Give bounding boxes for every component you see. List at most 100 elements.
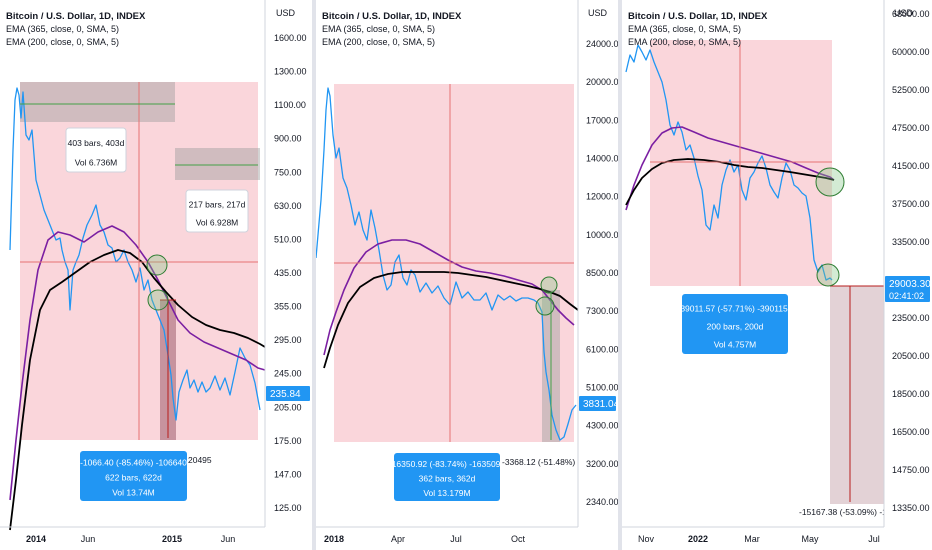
last-price-tag-box: [579, 396, 616, 411]
measure-label-text: Vol 6.928M: [196, 218, 239, 228]
measure-label-text: Vol 4.757M: [714, 340, 757, 350]
y-tick-label: 295.00: [274, 335, 302, 345]
y-tick-label: 5100.00: [586, 383, 618, 393]
y-tick-label: 355.00: [274, 302, 302, 312]
y-tick-label: 147.00: [274, 469, 302, 479]
y-tick-label: 2340.00: [586, 497, 618, 507]
ema-365-line: [9, 225, 266, 501]
y-tick-label: 24000.00: [586, 39, 618, 49]
ema-365-line: [323, 239, 575, 356]
measure-label-text: -39011.57 (-57.71%) -3901157: [678, 303, 793, 313]
legend-ema-365: EMA (365, close, 0, SMA, 5): [322, 24, 435, 34]
y-tick-label: 52500.00: [892, 85, 930, 95]
measure-label-box: [185, 189, 249, 233]
measure-side-text: -3368.12 (-51.48%) -: [502, 457, 581, 467]
price-axis-background: [884, 0, 932, 550]
chart-panel-2022[interactable]: -39011.57 (-57.71%) -3901157 200 bars, 20…: [622, 0, 932, 550]
y-tick-label: 125.00: [274, 503, 302, 513]
highlight-zone: [650, 40, 832, 286]
x-tick-label: May: [801, 534, 819, 544]
x-tick-label: Nov: [638, 534, 655, 544]
x-tick-label: 2015: [162, 534, 182, 544]
y-tick-label: 10000.00: [586, 230, 618, 240]
chart-title: Bitcoin / U.S. Dollar, 1D, INDEX: [6, 11, 146, 22]
last-price-value: 235.84: [270, 389, 301, 400]
y-tick-label: 37500.00: [892, 199, 930, 209]
currency-label: USD: [894, 8, 914, 18]
panel-divider[interactable]: [312, 0, 316, 550]
cross-marker-circle: [535, 296, 555, 316]
measure-label-box: [80, 451, 187, 501]
legend-ema-365: EMA (365, close, 0, SMA, 5): [6, 24, 119, 34]
chart-title: Bitcoin / U.S. Dollar, 1D, INDEX: [628, 11, 768, 22]
cross-marker-circle: [146, 254, 168, 276]
last-price-value: 29003.30: [889, 279, 931, 290]
y-tick-label: 68000.00: [892, 9, 930, 19]
y-tick-label: 750.00: [274, 167, 302, 177]
y-tick-label: 14750.00: [892, 465, 930, 475]
legend-ema-200: EMA (200, close, 0, SMA, 5): [6, 37, 119, 47]
ema-365-line: [625, 126, 835, 211]
y-tick-label: 41500.00: [892, 161, 930, 171]
price-line: [316, 87, 577, 441]
y-tick-label: 13350.00: [892, 503, 930, 513]
measure-label: -1066.40 (-85.46%) -106640 622 bars, 622d…: [80, 451, 187, 501]
y-tick-label: 510.00: [274, 234, 302, 244]
x-tick-label: Jun: [221, 534, 236, 544]
x-tick-label: Jul: [868, 534, 880, 544]
measure-label: 217 bars, 217d Vol 6.928M: [185, 189, 249, 233]
measure-label-text: 622 bars, 622d: [105, 473, 162, 483]
y-tick-label: 12000.00: [586, 192, 618, 202]
measure-label-text: 217 bars, 217d: [189, 199, 246, 209]
cross-marker-circle: [147, 289, 169, 311]
measure-side-text: 20495: [188, 455, 212, 465]
panel-divider[interactable]: [618, 0, 622, 550]
x-tick-label: 2018: [324, 534, 344, 544]
bar-countdown: 02:41:02: [889, 291, 924, 301]
measure-label-text: Vol 13.74M: [112, 488, 155, 498]
y-tick-label: 205.00: [274, 402, 302, 412]
last-price-value: 3831.04: [583, 399, 618, 410]
currency-label: USD: [276, 8, 296, 18]
y-tick-label: 245.00: [274, 369, 302, 379]
measure-label: 403 bars, 403d Vol 6.736M: [65, 127, 127, 173]
measure-label-text: 362 bars, 362d: [419, 473, 476, 483]
y-tick-label: 435.00: [274, 268, 302, 278]
y-tick-label: 1300.00: [274, 67, 307, 77]
y-tick-label: 630.00: [274, 201, 302, 211]
measure-label-box: [682, 294, 788, 354]
price-line: [9, 87, 261, 421]
chart-panel-2014[interactable]: 403 bars, 403d Vol 6.736M 217 bars, 217d Vo…: [0, 0, 312, 550]
x-tick-label: 2014: [26, 534, 46, 544]
y-tick-label: 900.00: [274, 134, 302, 144]
y-tick-label: 175.00: [274, 436, 302, 446]
y-tick-label: 14000.00: [586, 154, 618, 164]
measure-label-text: Vol 6.736M: [75, 157, 118, 167]
y-tick-label: 6100.00: [586, 344, 618, 354]
x-tick-label: Oct: [511, 534, 526, 544]
measure-label: -16350.92 (-83.74%) -1635092 362 bars, 36…: [389, 453, 505, 501]
measure-label-text: Vol 13.179M: [423, 488, 470, 498]
price-line: [625, 44, 833, 281]
ema-200-line: [323, 271, 579, 369]
chart-panel-2018[interactable]: -16350.92 (-83.74%) -1635092 362 bars, 36…: [316, 0, 618, 550]
cross-marker-circle: [815, 167, 845, 197]
x-tick-label: Mar: [744, 534, 760, 544]
cross-marker-circle: [540, 276, 558, 294]
price-axis-background: [265, 0, 312, 550]
x-tick-label: 2022: [688, 534, 708, 544]
legend-ema-200: EMA (200, close, 0, SMA, 5): [628, 37, 741, 47]
measure-label-text: 403 bars, 403d: [68, 138, 125, 148]
y-tick-label: 7300.00: [586, 306, 618, 316]
x-tick-label: Jun: [81, 534, 96, 544]
ema-200-line: [625, 158, 835, 206]
x-tick-label: Jul: [450, 534, 462, 544]
cross-marker-circle: [816, 263, 840, 287]
last-price-tag: 3831.04: [579, 396, 618, 411]
legend-ema-200: EMA (200, close, 0, SMA, 5): [322, 37, 435, 47]
measure-side-text: -15167.38 (-53.09%) -15: [799, 507, 892, 517]
y-tick-label: 1600.00: [274, 33, 307, 43]
ema-200-line: [9, 249, 266, 531]
